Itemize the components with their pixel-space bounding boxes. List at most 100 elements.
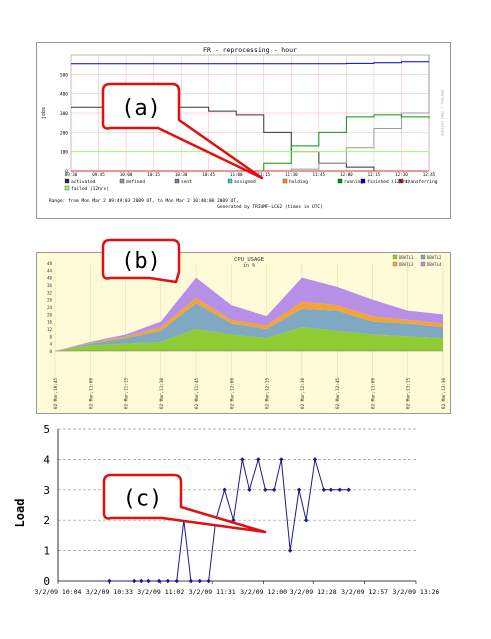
chart-a-panel: FR - reprocessing - hour 0 100 200 300 400 500… [36, 42, 451, 219]
chart-c-xtick-label: 3/2/09 12:28 [290, 588, 337, 596]
chart-a-series-line [71, 61, 429, 65]
chart-a-xtick-label: 11:45 [313, 172, 326, 177]
chart-c-point [287, 548, 293, 553]
chart-a-legend-label: assigned [234, 179, 256, 185]
chart-a-legend-label: activated [71, 179, 96, 185]
chart-b-ytick-label: 0 [49, 349, 52, 354]
chart-a-ytick-label: 300 [60, 111, 68, 117]
chart-b-xtick-label: 02 Mar,11:30 [159, 378, 165, 409]
chart-c-xtick-label: 3/2/09 10:04 [35, 588, 82, 596]
chart-c-xtick-label: 3/2/09 10:33 [86, 588, 133, 596]
chart-c-panel: 0 1 2 3 4 5 Load 3/2/09 10:04 3/2/09 10:33 3/2/09… [0, 418, 491, 635]
chart-b-title: CPU_USAGE [234, 257, 264, 263]
chart-b-area [55, 277, 443, 351]
chart-a-xtick-label: 11:15 [257, 172, 270, 177]
chart-a-ylabel: jobs [41, 107, 47, 119]
chart-c-point [240, 457, 245, 462]
chart-a-legend-swatch [360, 178, 366, 184]
chart-a-xtick-label: 10:00 [120, 172, 133, 177]
chart-b-area [55, 327, 443, 351]
chart-c-point [346, 487, 351, 492]
chart-c-point [303, 518, 309, 523]
chart-b-ytick-label: 16 [47, 320, 53, 325]
chart-a-legend-label: sent [181, 179, 192, 185]
chart-b-ytick-label: 48 [47, 261, 53, 266]
chart-b-xtick-label: 02 Mar,12:15 [265, 378, 271, 409]
chart-c-xtick-label: 3/2/09 12:00 [240, 588, 287, 596]
chart-a-legend-label: running [344, 179, 363, 185]
chart-b-legend-swatch [420, 261, 426, 267]
chart-c: 0 1 2 3 4 5 Load 3/2/09 10:04 3/2/09 10:33 3/2/09… [13, 423, 440, 596]
chart-b-legend-label: DBATL3 [399, 262, 414, 267]
chart-b-legend-label: DBATL4 [427, 262, 442, 267]
chart-c-xtick-label: 3/2/09 11:02 [137, 588, 184, 596]
chart-b-ytick-label: 40 [47, 276, 53, 281]
chart-c-point [197, 578, 202, 584]
chart-a-legend-swatch [282, 178, 288, 184]
chart-a-legend-label: finished (12hrs) [367, 179, 410, 185]
chart-b-legend-swatch [392, 261, 398, 267]
chart-c-point [222, 487, 227, 492]
chart-c-xtick-label: 3/2/09 11:31 [189, 588, 236, 596]
chart-b-panel: CPU_USAGE in % 0 4 8 12 16 20 24 28 32 36 40 44 48 02 M… [36, 252, 451, 414]
chart-a-xtick-label: 12:45 [423, 172, 436, 177]
chart-c-point [139, 578, 144, 584]
chart-c-point [132, 578, 137, 584]
chart-c-ytick-label: 0 [43, 575, 50, 588]
chart-a-xtick-label: 10:45 [202, 172, 215, 177]
chart-c-point [165, 578, 171, 584]
chart-c-point [156, 578, 162, 584]
chart-a-ytick-label: 400 [60, 92, 68, 98]
chart-c-point [337, 487, 342, 492]
chart-c-point [213, 518, 218, 523]
chart-b-ytick-label: 20 [47, 312, 53, 317]
chart-a-legend-label: failed (12hrs) [71, 186, 109, 192]
chart-a-legend-swatch [337, 178, 343, 184]
chart-b-xtick-label: 02 Mar,12:45 [335, 378, 341, 409]
chart-c-point [188, 578, 194, 584]
chart-b-subtitle: in % [243, 263, 255, 269]
chart-b-xtick-label: 02 Mar,11:00 [88, 378, 94, 409]
chart-a-footer-generated: Generated by TRIUMF-LCG2 (times in UTC) [217, 204, 323, 210]
chart-b-legend-label: DBATL2 [427, 255, 442, 260]
chart-c-point [312, 457, 318, 462]
chart-c-point [328, 487, 334, 492]
chart-a-xtick-label: 09:45 [92, 172, 105, 177]
chart-a-legend-label: transferring [405, 179, 438, 185]
chart-b-ytick-label: 32 [47, 290, 53, 295]
chart-a-legend-swatch [64, 185, 70, 191]
chart-b-area [55, 297, 443, 351]
chart-a-xtick-label: 12:15 [368, 172, 381, 177]
chart-b-xtick-label: 02 Mar,11:15 [124, 378, 130, 409]
chart-c-point [181, 518, 187, 523]
chart-b-area [55, 303, 443, 351]
chart-b-xtick-label: 02 Mar,11:45 [194, 378, 200, 409]
chart-c-ytick-label: 5 [43, 423, 50, 436]
chart-b-ytick-label: 4 [49, 342, 52, 347]
chart-a-xtick-label: 10:30 [175, 172, 188, 177]
chart-a-ytick-label: 200 [60, 130, 68, 136]
chart-c-point [279, 457, 284, 462]
chart-b-xtick-label: 02 Mar,13:15 [406, 378, 412, 409]
chart-c-ytick-label: 4 [43, 453, 50, 466]
chart-c-point [206, 578, 211, 584]
chart-a-footer-range: Range: from Mon Mar 2 09:49:03 2009 UT, … [49, 198, 239, 204]
chart-b-xtick-label: 02 Mar,13:30 [441, 378, 447, 409]
chart-a-ytick-label: 500 [60, 72, 68, 78]
chart-a-xtick-label: 10:15 [147, 172, 160, 177]
chart-b-xtick-label: 02 Mar,12:30 [300, 378, 306, 409]
chart-c-ytick-label: 2 [43, 514, 50, 527]
chart-a-legend-label: defined [126, 179, 145, 185]
chart-c-ylabel: Load [13, 499, 27, 528]
chart-c-point [247, 487, 252, 492]
chart-c-ytick-label: 1 [43, 545, 50, 558]
chart-a-legend-swatch [119, 178, 125, 184]
chart-c-point [272, 487, 277, 492]
chart-b-legend-swatch [392, 254, 398, 260]
chart-b-xtick-label: 02 Mar,12:00 [229, 378, 235, 409]
chart-a-xtick-label: 12:30 [395, 172, 408, 177]
chart-c-point [231, 518, 236, 523]
chart-a-legend-swatch [174, 178, 180, 184]
chart-c-point [146, 578, 151, 584]
chart-b-ytick-label: 8 [49, 334, 52, 339]
